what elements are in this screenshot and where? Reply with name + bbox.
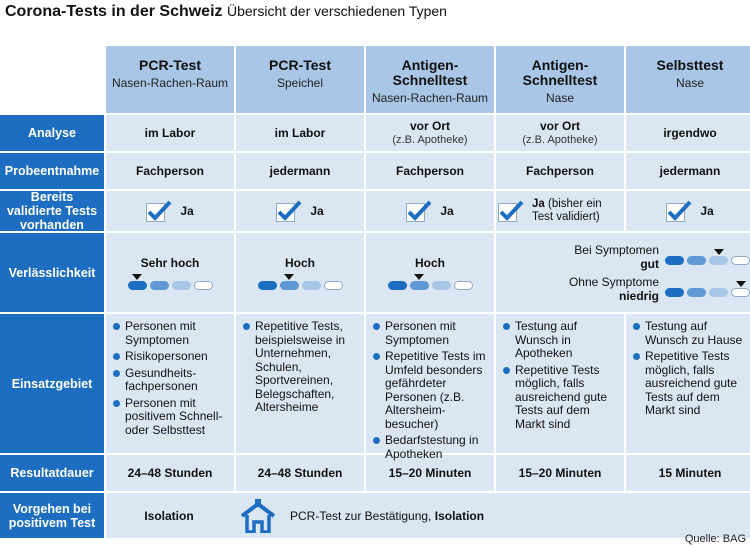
duration-cell: 15–20 Minuten xyxy=(366,455,494,491)
list-item: Testung auf Wunsch in Apotheken xyxy=(502,319,618,361)
row-label-resultatdauer: Resultatdauer xyxy=(0,455,104,491)
analyse-cell: im Labor xyxy=(106,115,234,151)
list-item: Repetitive Tests möglich, falls ausreich… xyxy=(502,363,618,432)
reliability-cell: Hoch xyxy=(366,233,494,312)
row-label-verlaesslichkeit: Verlässlichkeit xyxy=(0,233,104,312)
analyse-cell: irgendwo xyxy=(626,115,750,151)
use-cell: Personen mit Symptomen Risikopersonen Ge… xyxy=(106,314,234,453)
comparison-table: PCR-Test Nasen-Rachen-Raum PCR-Test Spei… xyxy=(0,46,750,538)
probe-cell: jedermann xyxy=(236,153,364,189)
valid-cell: Ja xyxy=(106,191,234,231)
column-header-antigen-nasen: Antigen-Schnelltest Nasen-Rachen-Raum xyxy=(366,46,494,113)
arrow-marker-icon xyxy=(735,280,746,287)
list-item: Gesundheits-fachpersonen xyxy=(112,366,228,394)
duration-cell: 24–48 Stunden xyxy=(106,455,234,491)
duration-cell: 24–48 Stunden xyxy=(236,455,364,491)
positive-procedure-cell: Isolation PCR-Test zur Bestätigung, Isol… xyxy=(106,493,750,538)
reliability-combo-cell: Bei Symptomen gut Ohne Symptome niedrig xyxy=(496,233,750,312)
list-item: Risikopersonen xyxy=(112,349,228,364)
check-icon xyxy=(146,200,172,222)
row-label-probeentnahme: Probeentnahme xyxy=(0,153,104,189)
source-credit: Quelle: BAG xyxy=(684,533,746,545)
reliability-cell: Sehr hoch xyxy=(106,233,234,312)
column-header-pcr-speichel: PCR-Test Speichel xyxy=(236,46,364,113)
use-cell: Testung auf Wunsch zu Hause Repetitive T… xyxy=(626,314,750,453)
probe-cell: Fachperson xyxy=(106,153,234,189)
row-label-einsatzgebiet: Einsatzgebiet xyxy=(0,314,104,453)
analyse-cell: vor Ort (z.B. Apotheke) xyxy=(366,115,494,151)
check-icon xyxy=(276,200,302,222)
list-item: Repetitive Tests im Umfeld besonders gef… xyxy=(372,349,488,431)
valid-cell: Ja xyxy=(236,191,364,231)
reliability-scale xyxy=(665,255,750,265)
analyse-cell: im Labor xyxy=(236,115,364,151)
arrow-marker-icon xyxy=(284,273,294,280)
arrow-marker-icon xyxy=(713,248,724,255)
reliability-scale xyxy=(665,287,750,297)
use-cell: Testung auf Wunsch in Apotheken Repetiti… xyxy=(496,314,624,453)
title-subtitle: Übersicht der verschiedenen Typen xyxy=(226,3,447,19)
row-label-validierte-tests: Bereits validierte Tests vorhanden xyxy=(0,190,104,232)
list-item: Personen mit Symptomen xyxy=(112,319,228,347)
list-item: Testung auf Wunsch zu Hause xyxy=(632,319,748,347)
house-icon xyxy=(240,498,276,533)
table-corner xyxy=(0,46,104,113)
list-item: Bedarfstestung in Apotheken xyxy=(372,433,488,461)
use-cell: Repetitive Tests, beispielsweise in Unte… xyxy=(236,314,364,453)
reliability-scale xyxy=(257,280,343,290)
valid-cell: Ja (bisher ein Test validiert) xyxy=(496,191,624,231)
list-item: Personen mit Symptomen xyxy=(372,319,488,347)
use-cell: Personen mit Symptomen Repetitive Tests … xyxy=(366,314,494,460)
valid-cell: Ja xyxy=(626,191,750,231)
duration-cell: 15 Minuten xyxy=(626,455,750,491)
reliability-scale xyxy=(387,280,473,290)
arrow-marker-icon xyxy=(132,273,142,280)
column-header-pcr-nasen: PCR-Test Nasen-Rachen-Raum xyxy=(106,46,234,113)
column-header-antigen-nase: Antigen-Schnelltest Nase xyxy=(496,46,624,113)
list-item: Repetitive Tests möglich, falls ausreich… xyxy=(632,349,748,418)
title-main: Corona-Tests in der Schweiz xyxy=(5,3,223,20)
check-icon xyxy=(666,200,692,222)
list-item: Personen mit positivem Schnell- oder Sel… xyxy=(112,396,228,438)
probe-cell: jedermann xyxy=(626,153,750,189)
arrow-marker-icon xyxy=(414,273,424,280)
row-label-vorgehen: Vorgehen bei positivem Test xyxy=(0,493,104,538)
duration-cell: 15–20 Minuten xyxy=(496,455,624,491)
analyse-cell: vor Ort (z.B. Apotheke) xyxy=(496,115,624,151)
valid-cell: Ja xyxy=(366,191,494,231)
column-header-selbsttest: Selbsttest Nase xyxy=(626,46,750,113)
row-label-analyse: Analyse xyxy=(0,115,104,151)
check-icon xyxy=(406,200,432,222)
probe-cell: Fachperson xyxy=(366,153,494,189)
probe-cell: Fachperson xyxy=(496,153,624,189)
list-item: Repetitive Tests, beispielsweise in Unte… xyxy=(242,319,358,415)
check-icon xyxy=(498,200,524,222)
reliability-scale xyxy=(127,280,213,290)
reliability-cell: Hoch xyxy=(236,233,364,312)
page-title: Corona-Tests in der Schweiz Übersicht de… xyxy=(5,3,447,21)
